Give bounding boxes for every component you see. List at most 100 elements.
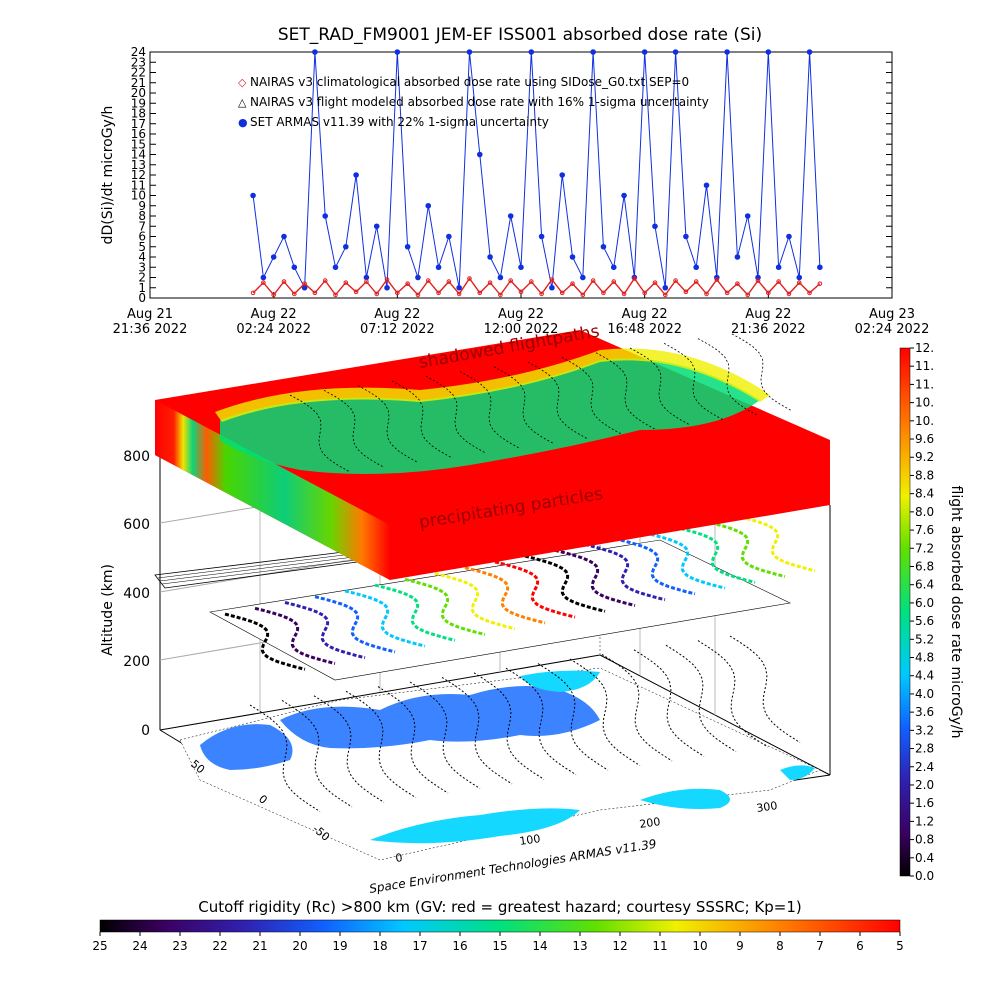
dose-colorbar-ramp — [899, 347, 911, 877]
dose-colorbar-tick-label: 6.8 — [915, 559, 934, 573]
rigidity-colorbar-tick-label: 10 — [692, 939, 707, 953]
dose-colorbar-tick-label: 5.2 — [915, 632, 934, 646]
shadowed-flightpath — [697, 338, 759, 416]
y-tick-label: 20 — [131, 86, 146, 100]
world-map — [179, 635, 821, 861]
rigidity-colorbar-tick-label: 12 — [612, 939, 627, 953]
y-tick-label: 17 — [131, 117, 146, 131]
rigidity-colorbar-ticks: 25 24 23 22 21 20 19 18 17 16 15 14 13 12 11 10 9 8 7 6 5 — [92, 932, 904, 953]
flight-track-curve — [494, 560, 576, 619]
ground-track — [281, 699, 353, 808]
y-tick-label: 0 — [138, 291, 146, 305]
data-point-climatological — [755, 278, 761, 283]
y-axis-label: dD(Si)/dt microGy/h — [100, 106, 116, 245]
data-point-measured — [507, 213, 514, 219]
shadowed-flightpath — [527, 361, 589, 440]
x-tick-label-time: 02:24 2022 — [855, 322, 930, 337]
data-point-climatological — [673, 278, 678, 283]
y-tick-label: 14 — [131, 148, 146, 162]
data-point-climatological — [570, 281, 575, 286]
rigidity-colorbar-tick-label: 5 — [896, 939, 904, 953]
shadowed-flightpath — [323, 389, 385, 468]
landmass-americas — [200, 724, 293, 770]
flight-track-curve — [314, 595, 396, 654]
data-point-measured — [610, 264, 617, 271]
rigidity-colorbar-tick-label: 22 — [212, 939, 227, 953]
data-point-climatological — [384, 277, 390, 282]
y-tick-label: 3 — [138, 260, 146, 274]
dose-colorbar: 0.0 0.4 0.8 1.2 1.6 2.0 2.4 2.8 3.2 3.6 4.0 4.4 4.8 5… — [899, 341, 964, 883]
rigidity-colorbar-tick-label: 25 — [92, 939, 107, 953]
lon-tick-0: 0 — [395, 851, 404, 865]
flight-track-curve — [344, 589, 426, 648]
rigidity-colorbar-tick-label: 6 — [856, 939, 864, 953]
data-point-climatological — [621, 291, 627, 297]
dose-colorbar-tick-label: 11. — [915, 377, 934, 391]
rigidity-colorbar: Cutoff rigidity (Rc) >800 km (GV: red = … — [92, 898, 903, 953]
rigidity-colorbar-ramp — [99, 919, 901, 933]
data-point-climatological — [766, 290, 771, 296]
z-tick-400: 400 — [123, 586, 150, 602]
rigidity-colorbar-tick-label: 19 — [332, 939, 347, 953]
y-tick-label: 6 — [138, 230, 146, 244]
data-point-measured — [590, 49, 596, 55]
shadowed-flightpath — [493, 366, 555, 445]
data-point-measured — [291, 264, 298, 271]
data-point-climatological — [529, 279, 534, 284]
data-point-climatological — [312, 290, 318, 296]
rigidity-colorbar-tick-label: 15 — [492, 939, 507, 953]
dose-colorbar-tick-label: 12. — [915, 341, 934, 355]
data-point-climatological — [415, 292, 421, 298]
flight-track-curve — [224, 612, 306, 671]
y-tick-label: 1 — [138, 281, 146, 295]
flight-track-curve — [284, 601, 366, 660]
data-point-measured — [652, 223, 658, 230]
y-tick-label: 11 — [131, 178, 146, 192]
dose-colorbar-tick-label: 7.6 — [915, 523, 934, 537]
data-point-climatological — [508, 278, 513, 283]
y-tick-label: 8 — [138, 209, 146, 223]
dose-colorbar-tick-label: 0.8 — [915, 833, 934, 847]
rigidity-colorbar-label: Cutoff rigidity (Rc) >800 km (GV: red = … — [198, 898, 801, 916]
data-point-climatological — [477, 290, 483, 296]
ground-track — [441, 676, 513, 785]
shadowed-flightpath — [357, 385, 419, 463]
y-tick-label: 2 — [138, 271, 146, 285]
data-point-measured — [497, 274, 504, 281]
flight-track-curve — [524, 554, 606, 613]
series-line-climatological — [252, 277, 821, 297]
series-layer — [250, 49, 823, 298]
dose-colorbar-tick-label: 1.6 — [915, 796, 934, 810]
dose-colorbar-tick-label: 10. — [915, 396, 934, 410]
rigidity-colorbar-tick-label: 14 — [532, 939, 547, 953]
data-point-climatological — [714, 277, 720, 282]
globe-view: shadowed flightpaths precipitating parti… — [100, 321, 831, 896]
data-point-climatological — [580, 292, 586, 298]
data-point-measured — [373, 223, 380, 230]
dose-colorbar-tick-label: 5.6 — [915, 614, 934, 628]
dose-colorbar-tick-label: 2.8 — [915, 742, 934, 756]
data-point-climatological — [817, 281, 823, 286]
rigidity-colorbar-tick-label: 8 — [776, 939, 784, 953]
legend: ◇ NAIRAS v3 climatological absorbed dose… — [238, 75, 709, 129]
data-point-measured — [600, 243, 607, 250]
dose-colorbar-tick-label: 8.4 — [915, 487, 934, 501]
landmass-australia — [640, 788, 730, 809]
legend-symbol-measured: ● — [238, 116, 248, 129]
data-point-measured — [415, 274, 421, 281]
data-point-measured — [693, 264, 699, 271]
dose-colorbar-tick-label: 11. — [915, 359, 934, 373]
shadowed-flightpath — [731, 333, 793, 412]
y-tick-label: 22 — [131, 66, 146, 80]
y-tick-label: 15 — [131, 137, 146, 151]
lon-tick-100: 100 — [519, 832, 542, 848]
data-point-climatological — [776, 279, 781, 284]
landmass-right-islands — [780, 765, 815, 780]
data-point-measured — [765, 49, 772, 55]
y-tick-label: 10 — [131, 189, 146, 203]
x-tick-label-date: Aug 22 — [251, 307, 297, 322]
data-point-measured — [466, 49, 473, 55]
data-point-measured — [384, 284, 390, 291]
